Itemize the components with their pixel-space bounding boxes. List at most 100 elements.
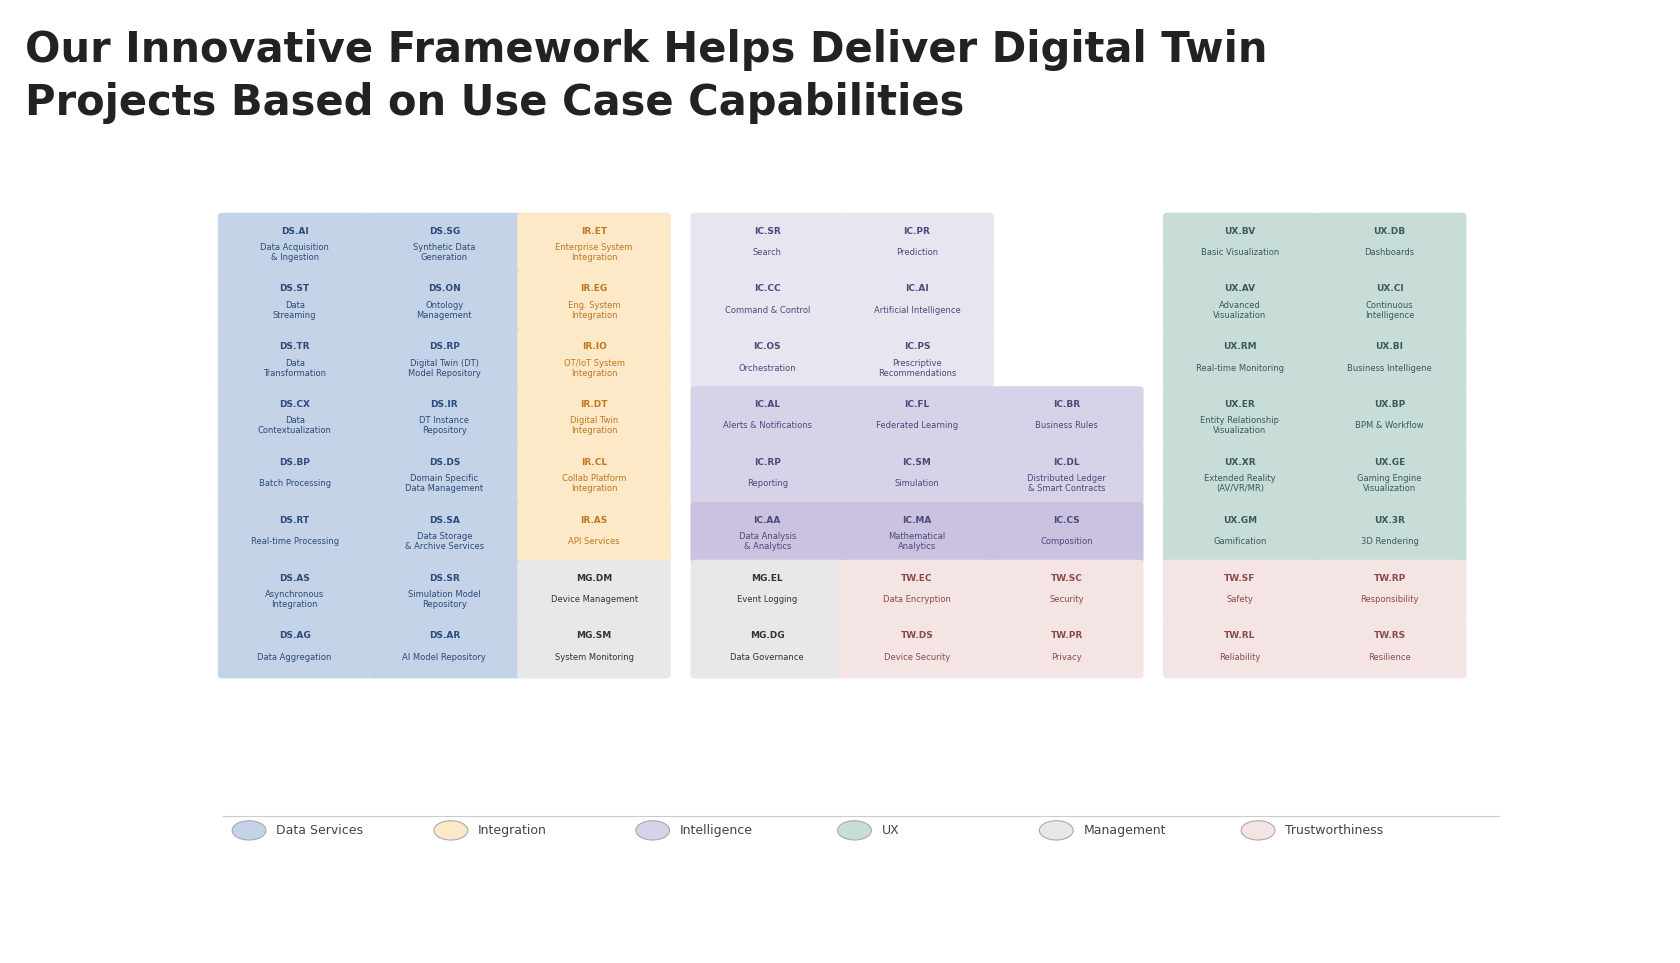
Text: IC.AL: IC.AL	[754, 400, 780, 409]
FancyBboxPatch shape	[368, 213, 521, 273]
FancyBboxPatch shape	[990, 560, 1144, 620]
FancyBboxPatch shape	[990, 617, 1144, 678]
FancyBboxPatch shape	[218, 271, 371, 331]
Text: DS.SG: DS.SG	[428, 226, 460, 236]
Text: Our Innovative Framework Helps Deliver Digital Twin
Projects Based on Use Case C: Our Innovative Framework Helps Deliver D…	[25, 29, 1268, 124]
Text: DS.AG: DS.AG	[279, 632, 311, 640]
Text: IR.IO: IR.IO	[581, 342, 606, 351]
Text: 3D Rendering: 3D Rendering	[1361, 537, 1418, 546]
Text: Search: Search	[753, 247, 781, 257]
FancyBboxPatch shape	[218, 560, 371, 620]
Text: TW.RS: TW.RS	[1374, 632, 1406, 640]
Text: UX.RM: UX.RM	[1223, 342, 1257, 351]
Text: Data Storage
& Archive Services: Data Storage & Archive Services	[405, 533, 484, 551]
Text: Enterprise System
Integration: Enterprise System Integration	[556, 243, 633, 262]
Text: MG.EL: MG.EL	[751, 574, 783, 583]
Text: UX.BI: UX.BI	[1376, 342, 1403, 351]
Text: DS.IR: DS.IR	[430, 400, 459, 409]
FancyBboxPatch shape	[1163, 213, 1317, 273]
Text: Basic Visualization: Basic Visualization	[1201, 247, 1278, 257]
Text: MG.DG: MG.DG	[749, 632, 785, 640]
Text: UX.GM: UX.GM	[1223, 516, 1257, 525]
FancyBboxPatch shape	[690, 560, 843, 620]
Text: IC.OS: IC.OS	[753, 342, 781, 351]
Text: IR.EG: IR.EG	[581, 284, 608, 294]
FancyBboxPatch shape	[690, 444, 843, 505]
Text: IC.FL: IC.FL	[904, 400, 929, 409]
Text: Alerts & Notifications: Alerts & Notifications	[722, 422, 811, 430]
Text: Ontology
Management: Ontology Management	[417, 300, 472, 320]
Text: Data
Streaming: Data Streaming	[272, 300, 316, 320]
Text: Prescriptive
Recommendations: Prescriptive Recommendations	[877, 358, 956, 377]
Text: IR.ET: IR.ET	[581, 226, 606, 236]
Text: TW.RP: TW.RP	[1374, 574, 1406, 583]
FancyBboxPatch shape	[1163, 560, 1317, 620]
Text: Advanced
Visualization: Advanced Visualization	[1213, 300, 1267, 320]
Text: Domain Specific
Data Management: Domain Specific Data Management	[405, 474, 484, 493]
Text: DS.AI: DS.AI	[281, 226, 309, 236]
Circle shape	[1242, 820, 1275, 840]
FancyBboxPatch shape	[218, 328, 371, 389]
Text: IR.AS: IR.AS	[581, 516, 608, 525]
FancyBboxPatch shape	[368, 560, 521, 620]
Text: Real-time Monitoring: Real-time Monitoring	[1196, 364, 1284, 373]
Text: IC.MA: IC.MA	[902, 516, 932, 525]
Text: Privacy: Privacy	[1052, 653, 1082, 662]
Text: System Monitoring: System Monitoring	[554, 653, 633, 662]
FancyBboxPatch shape	[368, 386, 521, 447]
Text: Gaming Engine
Visualization: Gaming Engine Visualization	[1357, 474, 1421, 493]
Text: Mathematical
Analytics: Mathematical Analytics	[889, 533, 946, 551]
Text: Command & Control: Command & Control	[724, 306, 810, 315]
Text: UX: UX	[882, 824, 899, 837]
Text: TW.PR: TW.PR	[1050, 632, 1084, 640]
FancyBboxPatch shape	[840, 386, 995, 447]
FancyBboxPatch shape	[840, 502, 995, 562]
Text: DT Instance
Repository: DT Instance Repository	[420, 416, 469, 435]
Text: UX.AV: UX.AV	[1225, 284, 1255, 294]
FancyBboxPatch shape	[1312, 328, 1467, 389]
Text: UX.CI: UX.CI	[1376, 284, 1403, 294]
Text: UX.3R: UX.3R	[1374, 516, 1404, 525]
Text: DS.CX: DS.CX	[279, 400, 311, 409]
Text: Federated Learning: Federated Learning	[875, 422, 958, 430]
Text: TW.EC: TW.EC	[900, 574, 932, 583]
Text: Orchestration: Orchestration	[739, 364, 796, 373]
FancyBboxPatch shape	[218, 386, 371, 447]
FancyBboxPatch shape	[368, 617, 521, 678]
FancyBboxPatch shape	[218, 213, 371, 273]
Text: DS.AS: DS.AS	[279, 574, 311, 583]
Text: Asynchronous
Integration: Asynchronous Integration	[265, 590, 324, 609]
Text: Data Services: Data Services	[277, 824, 363, 837]
FancyBboxPatch shape	[990, 386, 1144, 447]
FancyBboxPatch shape	[1312, 617, 1467, 678]
Text: DS.ST: DS.ST	[279, 284, 309, 294]
Text: Trustworthiness: Trustworthiness	[1285, 824, 1384, 837]
Text: Reporting: Reporting	[746, 480, 788, 488]
Text: Event Logging: Event Logging	[738, 595, 798, 604]
Text: Eng. System
Integration: Eng. System Integration	[568, 300, 620, 320]
Text: Artificial Intelligence: Artificial Intelligence	[874, 306, 961, 315]
Text: Resilience: Resilience	[1368, 653, 1411, 662]
Text: IC.CC: IC.CC	[754, 284, 781, 294]
FancyBboxPatch shape	[990, 502, 1144, 562]
FancyBboxPatch shape	[1312, 502, 1467, 562]
FancyBboxPatch shape	[517, 386, 670, 447]
FancyBboxPatch shape	[517, 271, 670, 331]
Text: Reliability: Reliability	[1220, 653, 1260, 662]
Circle shape	[232, 820, 265, 840]
FancyBboxPatch shape	[517, 213, 670, 273]
Text: Data Acquisition
& Ingestion: Data Acquisition & Ingestion	[260, 243, 329, 262]
FancyBboxPatch shape	[840, 328, 995, 389]
Circle shape	[635, 820, 670, 840]
FancyBboxPatch shape	[368, 271, 521, 331]
Text: Batch Processing: Batch Processing	[259, 480, 331, 488]
Text: Digital Twin
Integration: Digital Twin Integration	[570, 416, 618, 435]
Text: Responsibility: Responsibility	[1361, 595, 1420, 604]
Text: Distributed Ledger
& Smart Contracts: Distributed Ledger & Smart Contracts	[1026, 474, 1105, 493]
Text: DS.ON: DS.ON	[428, 284, 460, 294]
Text: Gamification: Gamification	[1213, 537, 1267, 546]
FancyBboxPatch shape	[1312, 271, 1467, 331]
FancyBboxPatch shape	[690, 502, 843, 562]
FancyBboxPatch shape	[1163, 386, 1317, 447]
Text: Composition: Composition	[1040, 537, 1094, 546]
